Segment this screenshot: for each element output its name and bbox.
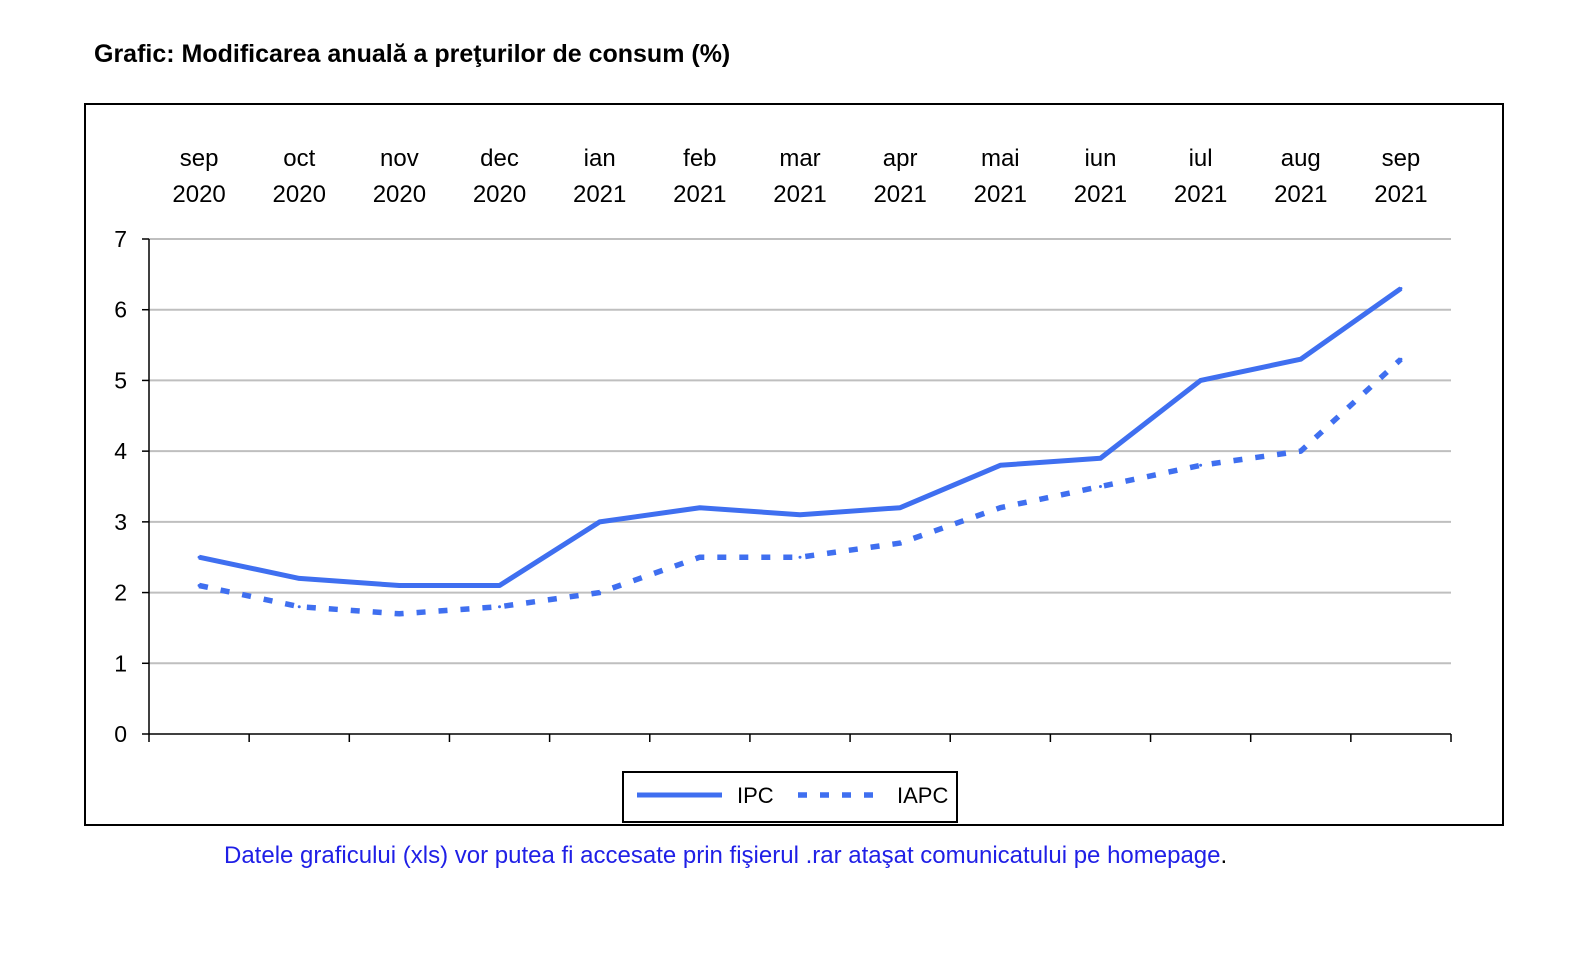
x-label-month-12: sep: [1382, 145, 1421, 172]
x-label-month-4: ian: [584, 145, 616, 172]
y-tick-label-7: 7: [114, 226, 127, 252]
point-ipc-7: [898, 506, 902, 510]
point-ipc-2: [397, 584, 401, 587]
x-label-year-8: 2021: [974, 181, 1027, 208]
legend-label-iapc: IAPC: [897, 783, 948, 808]
chart-title: Grafic: Modificarea anuală a preţurilor …: [94, 40, 731, 68]
point-ipc-0: [197, 555, 201, 559]
legend-box: [622, 771, 958, 823]
point-ipc-12: [1399, 287, 1403, 290]
point-ipc-11: [1299, 357, 1303, 361]
footnote-period: .: [1220, 842, 1228, 869]
x-label-year-5: 2021: [673, 181, 726, 208]
point-iapc-5: [698, 555, 702, 559]
x-label-year-10: 2021: [1174, 181, 1227, 208]
point-iapc-8: [998, 506, 1002, 510]
x-label-year-11: 2021: [1274, 181, 1327, 208]
x-label-month-0: sep: [180, 145, 219, 172]
x-label-year-4: 2021: [573, 181, 626, 208]
x-label-year-12: 2021: [1374, 181, 1427, 208]
point-ipc-1: [297, 576, 301, 580]
x-label-month-8: mai: [981, 145, 1020, 172]
x-label-year-6: 2021: [773, 181, 826, 208]
y-tick-label-3: 3: [114, 509, 127, 535]
x-label-month-2: nov: [380, 145, 419, 172]
footnote-text[interactable]: Datele graficului (xls) vor putea fi acc…: [224, 842, 1221, 869]
point-ipc-3: [498, 584, 502, 587]
point-iapc-7: [898, 541, 902, 545]
y-tick-label-2: 2: [114, 580, 127, 606]
point-ipc-4: [598, 520, 602, 524]
x-label-year-2: 2020: [373, 181, 426, 208]
x-label-year-9: 2021: [1074, 181, 1127, 208]
point-iapc-11: [1299, 449, 1303, 453]
point-ipc-5: [698, 506, 702, 510]
y-tick-label-6: 6: [114, 297, 127, 323]
x-label-year-1: 2020: [273, 181, 326, 208]
point-iapc-0: [197, 584, 201, 587]
point-ipc-6: [798, 513, 802, 517]
x-label-year-0: 2020: [172, 181, 225, 208]
x-label-month-7: apr: [883, 145, 918, 172]
x-label-month-1: oct: [283, 145, 315, 172]
chart-frame: [84, 103, 1504, 826]
point-iapc-1: [297, 605, 301, 609]
y-tick-label-4: 4: [114, 438, 127, 464]
x-label-month-5: feb: [683, 145, 716, 172]
x-label-year-3: 2020: [473, 181, 526, 208]
y-tick-label-5: 5: [114, 367, 127, 393]
x-label-year-7: 2021: [873, 181, 926, 208]
y-tick-label-1: 1: [114, 650, 127, 676]
point-iapc-6: [798, 555, 802, 559]
point-iapc-10: [1199, 463, 1203, 467]
series-line-iapc: [198, 357, 1403, 617]
point-iapc-9: [1098, 485, 1102, 488]
point-ipc-8: [998, 463, 1002, 467]
x-label-month-10: iul: [1189, 145, 1213, 172]
point-iapc-3: [498, 605, 502, 609]
data-download-note[interactable]: Datele graficului (xls) vor putea fi acc…: [0, 842, 1584, 870]
x-label-month-6: mar: [779, 145, 820, 172]
point-ipc-9: [1098, 456, 1102, 460]
x-label-month-9: iun: [1084, 145, 1116, 172]
x-label-month-11: aug: [1281, 145, 1321, 172]
point-iapc-4: [598, 591, 602, 595]
y-tick-label-0: 0: [114, 721, 127, 747]
series-line-ipc: [198, 286, 1403, 588]
x-label-month-3: dec: [480, 145, 519, 172]
legend-label-ipc: IPC: [737, 783, 774, 808]
point-ipc-10: [1199, 378, 1203, 382]
point-iapc-12: [1399, 357, 1403, 361]
point-iapc-2: [397, 612, 401, 616]
